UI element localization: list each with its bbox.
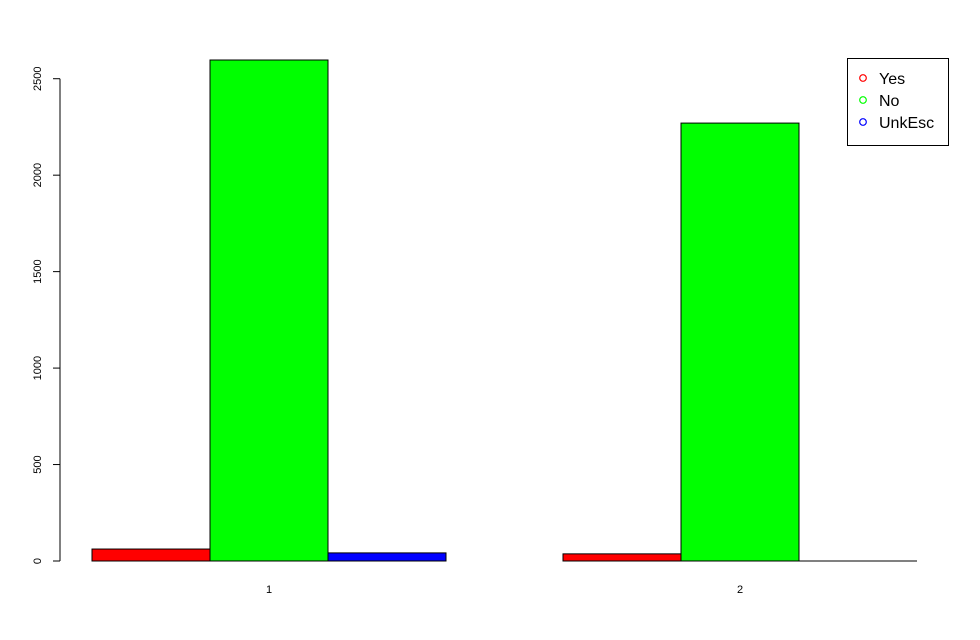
bars-group	[91, 59, 800, 562]
bar-no-2	[680, 122, 800, 562]
legend-marker-no	[859, 96, 867, 104]
y-tick-label: 0	[32, 558, 44, 564]
legend-marker-unkesc	[859, 118, 867, 126]
legend-label-yes: Yes	[879, 71, 905, 88]
y-axis: 0 500 1000 1500 2000 2500	[32, 66, 61, 564]
bar-yes-1	[91, 548, 211, 562]
legend-label-no: No	[879, 93, 900, 110]
y-tick-label: 500	[32, 455, 44, 473]
y-tick-label: 1000	[32, 356, 44, 380]
legend: Yes No UnkEsc	[847, 58, 949, 146]
x-tick-label: 1	[266, 584, 272, 596]
bar-unkesc-1	[327, 552, 447, 562]
bar-yes-2	[562, 553, 682, 562]
y-tick-label: 2000	[32, 163, 44, 187]
bar-no-1	[209, 59, 329, 562]
x-tick-label: 2	[737, 584, 743, 596]
y-tick-label: 2500	[32, 66, 44, 90]
legend-label-unkesc: UnkEsc	[879, 115, 934, 132]
legend-marker-yes	[859, 74, 867, 82]
legend-box	[847, 58, 949, 146]
y-tick-label: 1500	[32, 259, 44, 283]
